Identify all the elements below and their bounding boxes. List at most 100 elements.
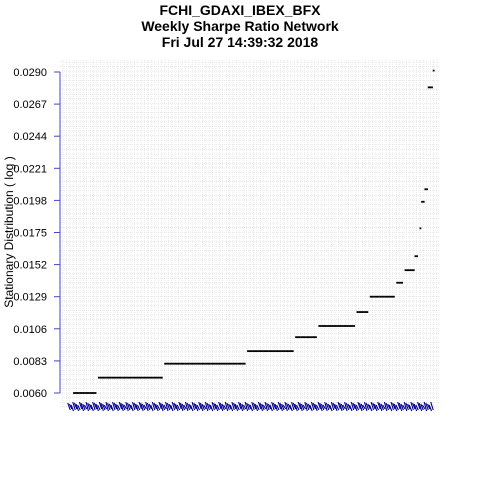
data-point	[76, 392, 79, 394]
x-tick-label	[170, 404, 174, 412]
x-tick-label	[327, 403, 331, 410]
data-point	[389, 295, 392, 298]
x-tick-label	[131, 401, 136, 411]
x-tick-label	[68, 403, 73, 410]
x-tick-label	[259, 402, 264, 412]
data-point	[189, 362, 191, 365]
data-point	[102, 376, 105, 379]
data-point	[381, 295, 384, 298]
data-point	[79, 392, 82, 394]
x-tick-label	[410, 401, 414, 411]
data-point	[230, 362, 233, 365]
x-tick-label	[301, 403, 305, 411]
data-point	[421, 200, 423, 203]
data-point	[190, 362, 193, 365]
data-point	[187, 362, 190, 365]
data-point	[129, 376, 132, 379]
x-tick-label	[231, 401, 235, 411]
data-point	[329, 325, 332, 327]
x-tick-label	[138, 401, 142, 410]
data-point	[305, 336, 307, 339]
x-tick-label	[402, 404, 406, 410]
data-point	[200, 362, 203, 365]
data-point	[366, 311, 369, 313]
x-tick-label	[244, 401, 249, 412]
x-tick-label	[121, 403, 126, 411]
x-tick-label	[241, 403, 245, 411]
x-tick-label	[155, 403, 159, 412]
x-tick-label	[83, 404, 88, 410]
x-tick-label	[349, 404, 353, 412]
data-point	[406, 269, 409, 272]
x-tick-label	[385, 402, 389, 411]
data-point	[142, 376, 145, 379]
data-point	[169, 362, 172, 365]
data-point	[376, 295, 379, 298]
data-point	[185, 362, 188, 365]
x-tick-label	[305, 402, 310, 411]
data-point	[321, 325, 324, 327]
data-point	[174, 362, 176, 365]
y-tick-label: 0.0106	[13, 324, 47, 336]
x-tick-label	[339, 402, 343, 412]
x-tick-label	[183, 404, 187, 410]
data-point	[165, 362, 168, 365]
x-tick-label	[271, 401, 275, 411]
data-point	[356, 311, 359, 313]
data-point	[177, 362, 180, 365]
data-point	[155, 376, 158, 379]
x-tick-label	[354, 403, 358, 412]
x-tick-label	[307, 403, 312, 410]
x-tick-label	[115, 403, 119, 412]
x-tick-label	[329, 404, 333, 412]
data-point	[431, 86, 433, 89]
x-tick-label	[317, 401, 322, 410]
x-tick-label	[224, 401, 229, 412]
data-point	[84, 392, 87, 394]
x-tick-label	[161, 403, 166, 411]
data-point	[237, 362, 239, 365]
x-tick-label	[365, 402, 370, 411]
x-tick-label	[82, 403, 86, 411]
data-point	[87, 392, 90, 394]
data-point	[213, 362, 216, 365]
x-tick-label	[367, 403, 371, 410]
data-point	[268, 350, 271, 353]
data-point	[363, 311, 365, 313]
data-point	[180, 362, 183, 365]
data-point	[429, 86, 432, 89]
x-tick-label	[375, 404, 379, 411]
x-tick-label	[140, 402, 144, 412]
x-tick-label	[239, 402, 244, 412]
x-tick-label	[219, 402, 224, 412]
x-tick-label	[418, 402, 423, 412]
data-point	[300, 336, 302, 339]
x-tick-label	[373, 403, 378, 412]
data-point	[412, 269, 415, 272]
x-tick-label	[382, 404, 386, 410]
x-tick-label	[276, 404, 280, 411]
x-tick-label	[287, 403, 292, 410]
x-tick-label	[262, 404, 267, 410]
data-point	[344, 325, 347, 327]
x-tick-label	[110, 404, 114, 412]
x-tick-label	[85, 401, 89, 412]
x-tick-label	[269, 404, 273, 412]
data-point	[132, 376, 135, 379]
x-tick-label	[302, 404, 307, 410]
data-point	[432, 69, 435, 72]
x-tick-label	[136, 404, 141, 411]
x-tick-label	[426, 403, 431, 410]
x-tick-label	[87, 402, 91, 411]
data-point	[78, 392, 80, 394]
data-point	[306, 336, 309, 339]
x-tick-label	[181, 403, 186, 411]
data-point	[392, 295, 395, 298]
y-tick-label: 0.0267	[13, 99, 47, 111]
x-tick-label	[73, 402, 78, 410]
x-tick-label	[128, 403, 133, 410]
data-point	[121, 376, 123, 379]
data-point	[157, 376, 160, 379]
x-tick-label	[165, 401, 169, 412]
